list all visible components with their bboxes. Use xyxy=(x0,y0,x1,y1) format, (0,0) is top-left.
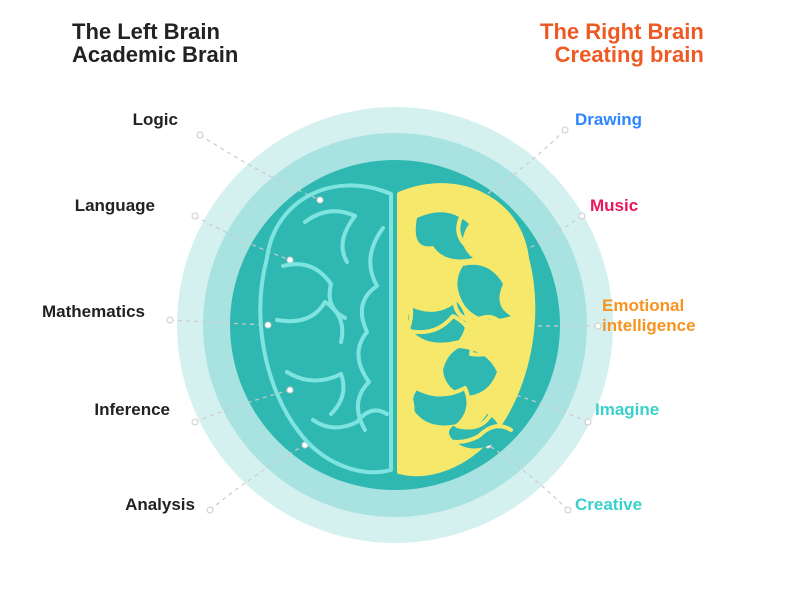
right-label-0: Drawing xyxy=(575,110,642,130)
left-title-line1: The Left Brain xyxy=(72,20,238,43)
left-label-3: Inference xyxy=(94,400,170,420)
left-label-2: Mathematics xyxy=(42,302,145,322)
left-title-line2: Academic Brain xyxy=(72,43,238,66)
left-label-4: Analysis xyxy=(125,495,195,515)
right-label-3: Imagine xyxy=(595,400,659,420)
left-label-0: Logic xyxy=(133,110,178,130)
right-title-line2: Creating brain xyxy=(540,43,704,66)
right-label-2: Emotionalintelligence xyxy=(602,296,696,336)
right-label-1: Music xyxy=(590,196,638,216)
left-label-1: Language xyxy=(75,196,155,216)
right-title-line1: The Right Brain xyxy=(540,20,704,43)
right-label-4: Creative xyxy=(575,495,642,515)
left-brain-title: The Left Brain Academic Brain xyxy=(72,20,238,66)
right-brain-title: The Right Brain Creating brain xyxy=(540,20,704,66)
infographic-canvas: The Left Brain Academic Brain The Right … xyxy=(0,0,790,601)
